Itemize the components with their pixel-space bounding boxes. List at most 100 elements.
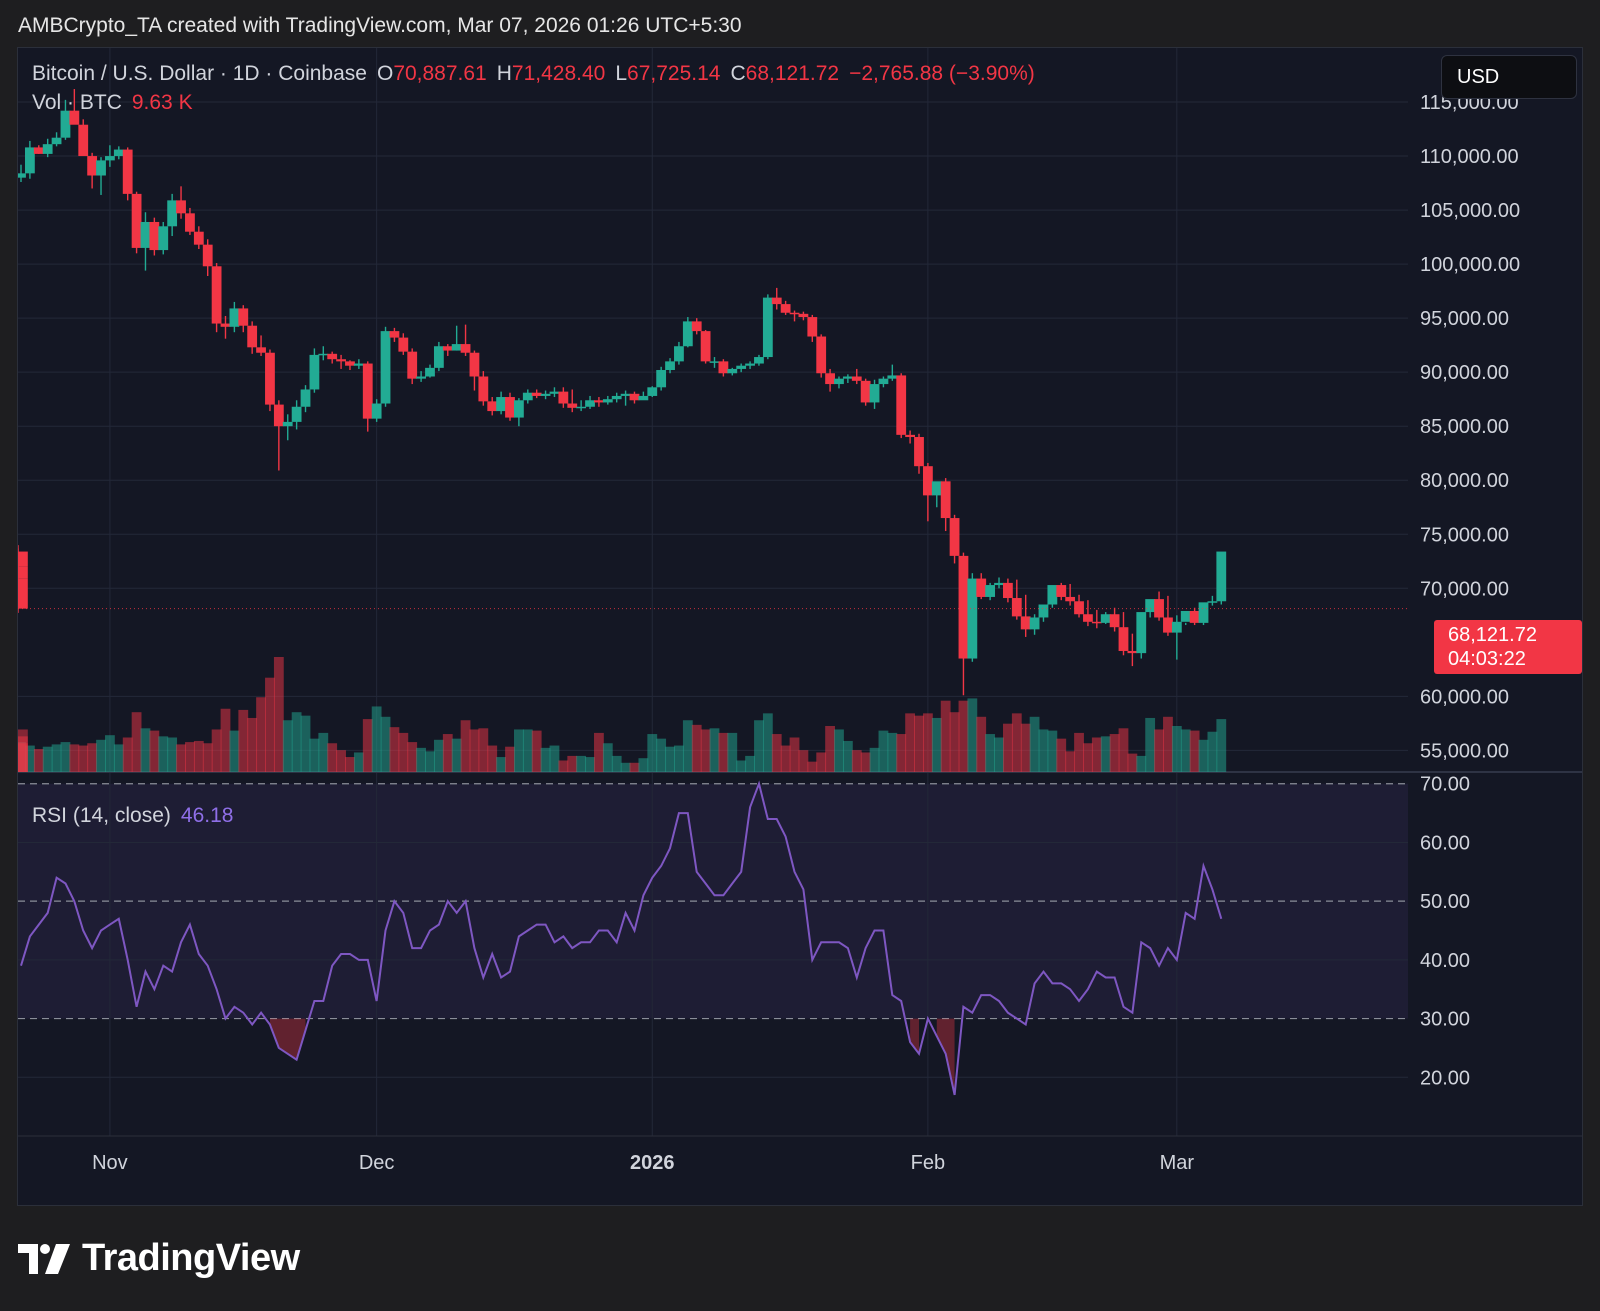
volume-bar: [771, 734, 782, 772]
volume-bar: [665, 746, 675, 772]
volume-bar: [416, 747, 426, 772]
volume-bar: [860, 752, 871, 772]
currency-button[interactable]: USD: [1441, 55, 1577, 99]
volume-bar: [1056, 738, 1067, 772]
rsi-tick-label: 40.00: [1420, 950, 1470, 972]
candle-body: [140, 221, 151, 248]
volume-bar: [1003, 723, 1013, 772]
volume-bar: [736, 760, 747, 772]
volume-bar: [33, 749, 44, 772]
candle: [754, 354, 764, 366]
candle-body: [860, 380, 871, 403]
candle-body: [1056, 585, 1067, 597]
candle: [1091, 609, 1102, 629]
candle: [345, 360, 355, 371]
chart-canvas[interactable]: Nov Dec 2026 Feb Mar115,000.00110,000.00105,…: [18, 48, 1582, 1205]
volume-bar: [1171, 726, 1182, 772]
candle: [24, 140, 35, 179]
chart-panel[interactable]: Nov Dec 2026 Feb Mar 115,000.00 110,000.00 105,…: [17, 47, 1583, 1206]
volume-bar: [656, 738, 667, 772]
candle: [878, 376, 889, 388]
price-tick-label: 110,000.00: [1420, 146, 1519, 168]
volume-bar: [1198, 739, 1209, 772]
candle: [522, 389, 533, 404]
volume-bar: [273, 657, 284, 772]
candle-body: [505, 397, 515, 418]
volume-bar: [300, 715, 311, 772]
candle: [1207, 595, 1218, 606]
candle: [922, 462, 933, 522]
price-tick-label: 100,000.00: [1420, 254, 1520, 276]
candle-body: [1198, 602, 1209, 623]
volume-bar: [247, 717, 258, 772]
candle-body: [994, 582, 1004, 586]
candle-body: [24, 147, 35, 174]
candle: [238, 305, 249, 333]
tradingview-logo[interactable]: TradingView: [18, 1237, 300, 1280]
candle-body: [451, 344, 462, 351]
volume-bar: [976, 716, 987, 772]
volume-bar: [1047, 730, 1058, 772]
candle: [540, 390, 551, 400]
volume-bar: [1127, 753, 1138, 772]
volume-bar: [1216, 719, 1227, 772]
candle: [958, 552, 969, 696]
price-tick-label: 55,000.00: [1420, 740, 1509, 762]
close-value: 68,121.72: [745, 62, 840, 85]
candle-body: [567, 403, 578, 408]
candle-body: [647, 387, 658, 396]
candle-body: [247, 325, 258, 348]
candle: [78, 119, 89, 157]
volume-bar: [362, 719, 373, 772]
candle-body: [442, 346, 453, 351]
candle-body: [131, 193, 142, 248]
candle-body: [754, 357, 764, 364]
candle-body: [336, 359, 346, 362]
candle: [96, 157, 106, 195]
candle-body: [185, 213, 195, 232]
rsi-label[interactable]: RSI (14, close): [32, 804, 171, 827]
price-tick-label: 60,000.00: [1420, 686, 1509, 708]
volume-bar: [380, 716, 391, 772]
candle: [620, 390, 631, 406]
candle-body: [158, 226, 169, 251]
candle-body: [460, 344, 471, 353]
symbol-name[interactable]: Bitcoin / U.S. Dollar · 1D · Coinbase: [32, 62, 367, 85]
volume-bar: [1029, 716, 1040, 772]
candle: [1065, 583, 1076, 606]
candle: [389, 327, 400, 342]
candle: [18, 572, 28, 613]
volume-bar: [700, 729, 711, 772]
candle: [478, 371, 489, 406]
candle: [1180, 610, 1191, 626]
candle: [780, 300, 791, 315]
candle-body: [96, 160, 106, 176]
candle: [176, 186, 186, 219]
volume-bar: [371, 706, 382, 772]
volume-bar: [1136, 755, 1147, 772]
candle-body: [540, 393, 551, 396]
volume-label[interactable]: Vol · BTC: [32, 91, 122, 114]
candle: [1029, 614, 1040, 635]
rsi-tick-label: 60.00: [1420, 832, 1470, 854]
volume-bar: [469, 729, 480, 772]
candle: [69, 89, 80, 125]
volume-bar: [158, 736, 169, 772]
candle: [807, 314, 818, 342]
volume-bar: [1109, 734, 1120, 772]
volume-bar: [211, 729, 222, 772]
volume-bar: [505, 746, 515, 772]
volume-bar: [442, 734, 453, 772]
volume-bar: [674, 745, 684, 772]
candle-body: [318, 353, 329, 356]
candle-body: [60, 110, 71, 138]
volume-bar: [140, 728, 151, 772]
candle: [327, 351, 338, 364]
candle: [433, 341, 444, 372]
candle: [18, 164, 26, 182]
volume-bar: [842, 740, 853, 772]
candle-body: [1011, 598, 1022, 617]
candle: [1154, 591, 1164, 621]
volume-bar: [585, 757, 595, 772]
candle: [398, 333, 409, 355]
